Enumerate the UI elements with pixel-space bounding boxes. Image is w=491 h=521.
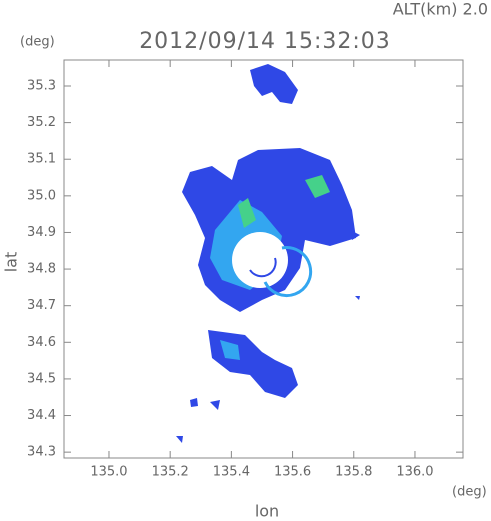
x-tick-label: 135.6	[274, 465, 311, 480]
x-tick-label: 135.0	[90, 465, 127, 480]
subtitle: ALT(km) 2.0	[393, 0, 488, 19]
x-tick-label: 136.0	[396, 465, 433, 480]
y-tick-label: 34.3	[27, 445, 56, 460]
y-tick-label: 35.1	[27, 152, 56, 167]
ring-echo	[249, 257, 277, 278]
ring-echo	[263, 246, 313, 298]
radar-echoes	[176, 64, 360, 443]
chart-title: 2012/09/14 15:32:03	[139, 29, 391, 54]
echo	[250, 64, 298, 104]
x-axis-label: lon	[255, 502, 279, 521]
y-tick-label: 34.7	[27, 298, 56, 313]
y-tick-label: 34.4	[27, 408, 56, 423]
echo	[220, 340, 240, 360]
y-tick-label: 34.5	[27, 371, 56, 386]
x-tick-label: 135.4	[213, 465, 250, 480]
y-axis-label: lat	[2, 252, 21, 273]
y-tick-label: 35.2	[27, 115, 56, 130]
y-tick-label: 35.0	[27, 188, 56, 203]
y-tick-label: 34.9	[27, 225, 56, 240]
plot-frame	[63, 59, 464, 459]
y-unit: (deg)	[20, 35, 55, 50]
echo	[238, 198, 256, 228]
x-tick-label: 135.8	[335, 465, 372, 480]
y-tick-label: 34.8	[27, 262, 56, 277]
echo	[305, 175, 330, 198]
x-tick-label: 135.2	[152, 465, 189, 480]
clear-zone	[232, 232, 288, 288]
x-unit: (deg)	[452, 485, 487, 500]
y-tick-label: 34.6	[27, 335, 56, 350]
y-tick-label: 35.3	[27, 78, 56, 93]
echo	[208, 330, 298, 398]
